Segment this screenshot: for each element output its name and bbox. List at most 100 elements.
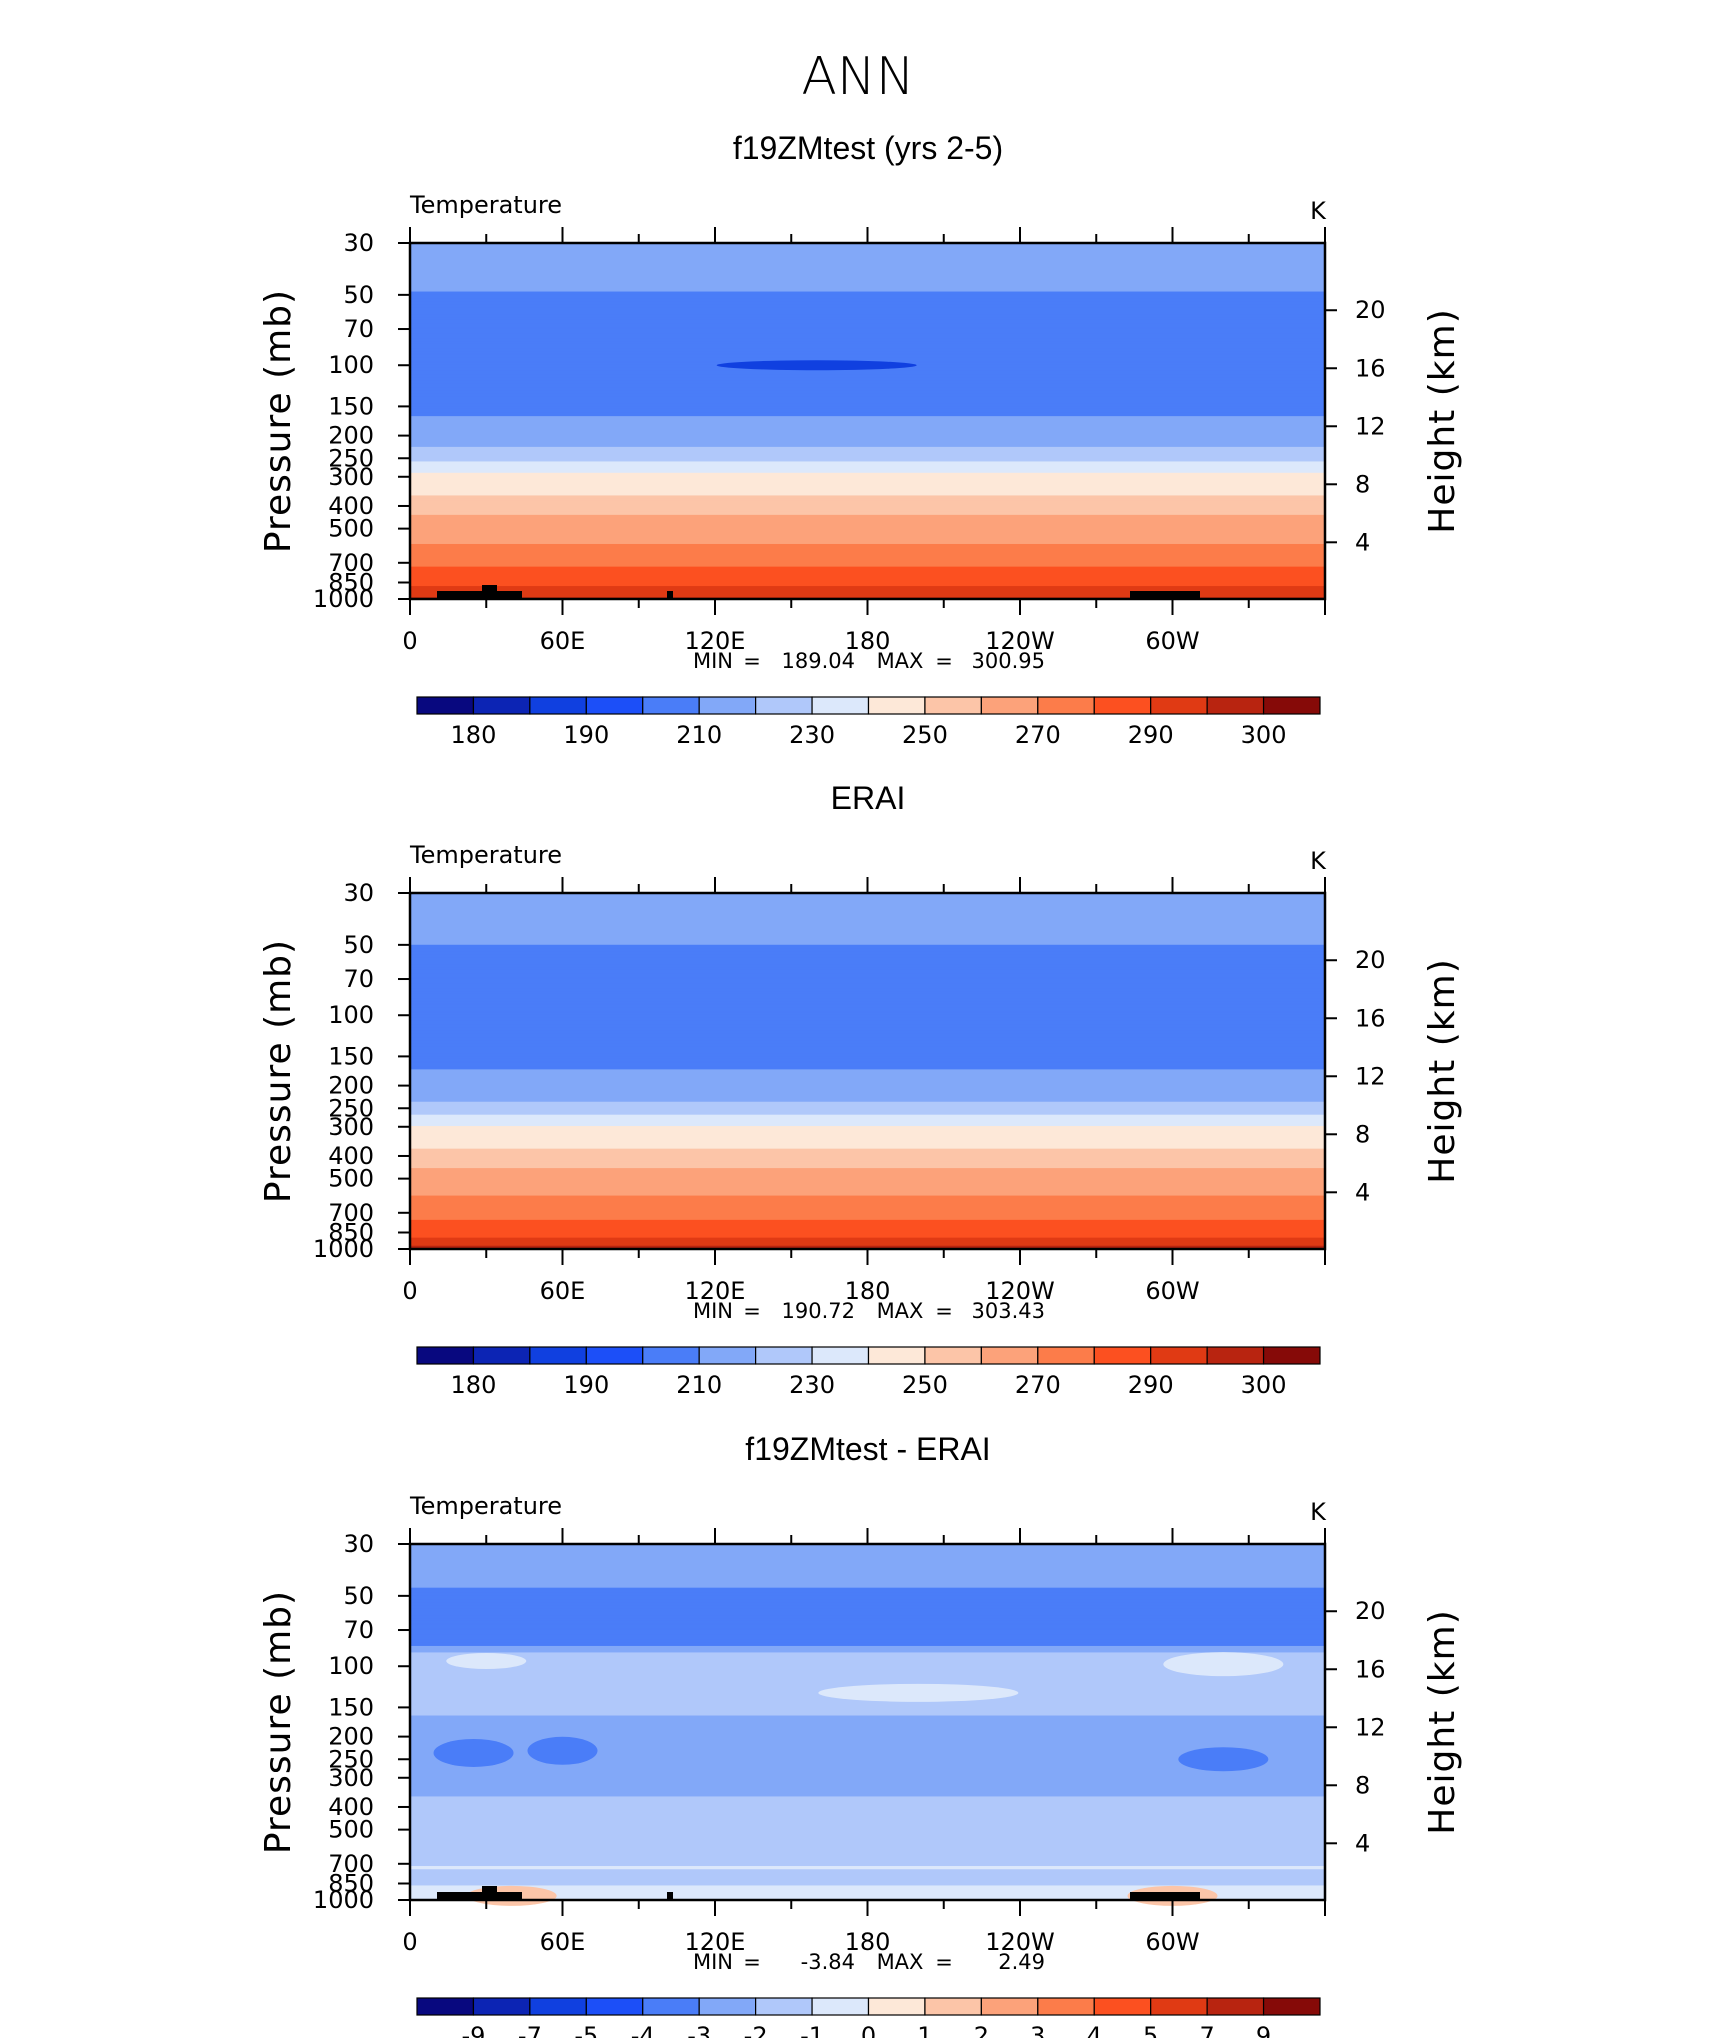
contour-band (410, 278, 1325, 281)
contour-band (410, 323, 1325, 327)
contour-band (410, 1773, 1325, 1776)
contour-band (410, 291, 1325, 294)
contour-band (410, 951, 1325, 954)
contour-band (410, 273, 1325, 276)
contour-band (410, 1660, 1325, 1663)
contour-band (410, 930, 1325, 933)
colorbar-swatch (472, 1997, 531, 2016)
contour-band (410, 380, 1325, 383)
left-axis-title: Pressure (mb) (258, 289, 299, 553)
contour-band (410, 1611, 1325, 1615)
contour-band (410, 1221, 1325, 1224)
diff-contour-0 (446, 1653, 527, 1670)
height-tick-label: 16 (1355, 354, 1386, 382)
contour-band (410, 1231, 1325, 1234)
contour-band (410, 1203, 1325, 1206)
contour-band (410, 1599, 1325, 1602)
contour-band (410, 1185, 1325, 1189)
contour-band (410, 1058, 1325, 1061)
contour-band (410, 1679, 1325, 1683)
contour-band (410, 545, 1325, 548)
colorbar-swatch (416, 1346, 475, 1365)
longitude-tick-label: 120E (685, 627, 746, 655)
colorbar-label: 0 (861, 2022, 876, 2038)
contour-band (410, 378, 1325, 382)
colorbar-swatch (811, 1997, 870, 2016)
contour-band (410, 1709, 1325, 1712)
colorbar-label: 190 (563, 721, 609, 749)
contour-band (410, 442, 1325, 445)
contour-band (410, 1649, 1325, 1652)
contour-band (410, 322, 1325, 325)
contour-band (410, 552, 1325, 555)
contour-band (410, 1893, 1325, 1896)
contour-band (410, 1019, 1325, 1022)
contour-band (410, 310, 1325, 314)
colorbar-label: -1 (800, 2022, 824, 2038)
height-tick-label: 12 (1355, 412, 1386, 440)
contour-band (410, 952, 1325, 956)
contour-band (410, 1783, 1325, 1786)
contour-band (410, 1056, 1325, 1059)
colorbar-swatch (1037, 1346, 1095, 1365)
pressure-tick-label: 250 (328, 1745, 374, 1773)
contour-band (410, 451, 1325, 454)
colorbar-label: 290 (1128, 721, 1174, 749)
contour-band (410, 1615, 1325, 1618)
contour-band (410, 302, 1325, 306)
contour-band (410, 1206, 1325, 1210)
pressure-tick-label: 70 (343, 1616, 374, 1644)
contour-band (410, 986, 1325, 990)
contour-band (410, 1242, 1325, 1245)
pressure-tick-label: 150 (328, 1693, 374, 1721)
colorbar-label: 190 (563, 1371, 609, 1399)
contour-band (410, 1671, 1325, 1675)
contour-band (410, 516, 1325, 519)
height-tick-label: 12 (1355, 1713, 1386, 1741)
contour-band (410, 1024, 1325, 1027)
contour-band (410, 542, 1325, 545)
contour-band (410, 1760, 1325, 1764)
contour-band (410, 328, 1325, 331)
contour-band (410, 1171, 1325, 1174)
diff-contour-1 (818, 1683, 1019, 1702)
contour-band (410, 917, 1325, 920)
longitude-tick-label: 60W (1145, 1928, 1199, 1956)
contour-band (410, 1762, 1325, 1765)
contour-band (410, 1106, 1325, 1109)
contour-band (410, 1232, 1325, 1236)
contour-band (410, 902, 1325, 905)
contour-band (410, 962, 1325, 965)
colorbar-swatch (416, 1997, 475, 2016)
contour-band (410, 346, 1325, 349)
contour-band (410, 317, 1325, 320)
contour-band (410, 1738, 1325, 1741)
contour-band (410, 343, 1325, 346)
contour-band (410, 1872, 1325, 1875)
contour-band (410, 432, 1325, 435)
contour-band (410, 315, 1325, 319)
longitude-axis: 0 60E 120E 180 120W 60W (402, 877, 1326, 1305)
contour-band (410, 1755, 1325, 1759)
contour-band (410, 975, 1325, 978)
contour-band (410, 1844, 1325, 1848)
contour-band (410, 1634, 1325, 1637)
contour-band (410, 1129, 1325, 1132)
contour-band (410, 1101, 1325, 1104)
contour-band (410, 1799, 1325, 1802)
colorbar-label: 180 (451, 1371, 497, 1399)
contour-band (410, 409, 1325, 412)
contour-band (410, 383, 1325, 386)
colorbar-swatch (811, 1346, 870, 1365)
contour-band (410, 344, 1325, 348)
contour-band (410, 1759, 1325, 1762)
contour-band (410, 904, 1325, 907)
pressure-tick-label: 700 (328, 1850, 374, 1878)
contour-band (410, 964, 1325, 967)
contour-band (410, 464, 1325, 467)
colorbar: 180 190 210 230 250 270 290 300 (416, 1346, 1321, 1399)
contour-band (410, 1087, 1325, 1090)
pressure-tick-label: 1000 (313, 1235, 374, 1263)
contour-band (410, 254, 1325, 257)
